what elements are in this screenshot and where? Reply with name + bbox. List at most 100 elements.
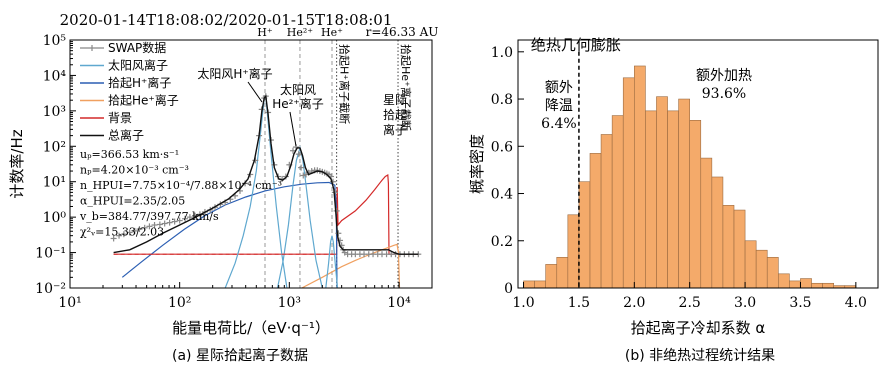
b-histogram-bar xyxy=(722,205,735,289)
b-histogram-bar xyxy=(755,249,768,289)
a-legend-label: 总离子 xyxy=(108,128,144,143)
b-histogram-bar xyxy=(800,278,812,289)
b-y-tick-label: 0.8 xyxy=(491,92,513,108)
b-y-tick-label: 1.0 xyxy=(491,45,513,61)
b-y-tick-label: 0 xyxy=(504,281,513,297)
a-annotation-text: 太阳风 xyxy=(280,82,316,97)
a-y-tick-label: 10⁻¹ xyxy=(35,246,66,262)
a-annotation-text: 拾起 xyxy=(383,107,407,122)
b-histogram-bar xyxy=(645,110,657,289)
b-left-label-line: 降温 xyxy=(545,98,573,114)
a-cutoff-label: 拾起He⁺离子截断 xyxy=(399,44,413,131)
a-annotation-text: 太阳风H⁺离子 xyxy=(197,66,272,81)
b-x-tick-label: 3.5 xyxy=(789,295,811,311)
b-histogram-bar xyxy=(678,98,690,289)
b-histogram-bar xyxy=(689,120,702,289)
b-histogram-bar xyxy=(523,280,535,289)
a-legend-label: 拾起H⁺离子 xyxy=(108,75,171,90)
a-vertical-markers: H⁺ He²⁺ He⁺ 拾起H⁺离子截断 拾起He⁺离子截断 r=46.33 AU xyxy=(257,25,438,288)
b-x-tick-label: 1.5 xyxy=(568,295,590,311)
b-histogram-bar xyxy=(578,181,591,289)
a-series-line xyxy=(325,235,339,288)
b-histogram-bar xyxy=(589,153,602,289)
a-vline-label: H⁺ xyxy=(257,26,273,39)
b-histogram-bar xyxy=(611,115,624,289)
a-x-tick-label: 10² xyxy=(168,295,191,311)
chart-b-ylabel: 概率密度 xyxy=(468,134,486,194)
a-param-text: v_b=384.77/397.77 km/s xyxy=(79,210,219,223)
b-histogram-bar xyxy=(534,280,546,289)
a-axes: 10¹ 10² 10³ 10⁴ 10⁻² 10⁻¹ 10⁰ 10¹ 10² 10³ 10⁴ 10⁵ xyxy=(35,33,411,311)
b-histogram-bar xyxy=(667,110,679,289)
a-legend-label: 太阳风离子 xyxy=(108,58,168,73)
b-histogram-bar xyxy=(556,256,569,289)
chart-a-title: 2020-01-14T18:08:02/2020-01-15T18:08:01 xyxy=(60,11,393,29)
a-annotation-text: He²⁺离子 xyxy=(272,96,324,111)
b-x-tick-label: 2.5 xyxy=(679,295,701,311)
a-x-tick-label: 10³ xyxy=(278,295,301,311)
b-histogram-bar xyxy=(778,273,790,289)
panel-b-histogram-chart: 1.0 1.5 2.0 2.5 3.0 3.5 4.0 0 0.2 0.4 0.6 0.8 1.0 绝热… xyxy=(468,36,879,364)
chart-a-xlabel: 能量电荷比/（eV·q⁻¹） xyxy=(172,319,330,337)
b-histogram-bar xyxy=(567,214,580,289)
a-annotation-text: 离子 xyxy=(383,122,407,137)
a-y-tick-label: 10⁵ xyxy=(43,33,67,49)
chart-a-caption: (a) 星际拾起离子数据 xyxy=(172,347,308,364)
b-left-label-line: 额外 xyxy=(545,80,573,96)
b-histogram-bar xyxy=(711,176,724,289)
b-axes: 1.0 1.5 2.0 2.5 3.0 3.5 4.0 0 0.2 0.4 0.6 0.8 1.0 xyxy=(491,45,867,311)
a-annotation-pointer xyxy=(247,81,263,103)
b-bars-group xyxy=(523,65,857,289)
a-y-tick-label: 10³ xyxy=(43,104,66,120)
b-histogram-bar xyxy=(700,157,713,289)
a-series-group xyxy=(110,93,422,288)
a-plot-frame xyxy=(69,39,433,289)
a-series-line xyxy=(113,94,419,255)
a-cutoff-label: 拾起H⁺离子截断 xyxy=(338,44,352,124)
b-x-tick-label: 3.0 xyxy=(734,295,756,311)
a-legend-label: 背景 xyxy=(108,111,132,125)
b-histogram-bar xyxy=(744,240,757,289)
a-y-tick-label: 10¹ xyxy=(43,175,66,191)
chart-a-ylabel: 计数率/Hz xyxy=(8,129,26,198)
b-histogram-bar xyxy=(634,65,646,289)
a-annotation-text: 星际 xyxy=(383,93,407,107)
a-parameters-block: uₚ=366.53 km·s⁻¹ nₚ=4.20×10⁻³ cm⁻³ n_HPUI=… xyxy=(79,148,282,239)
b-threshold-label: 绝热几何膨胀 xyxy=(531,36,621,54)
b-y-tick-label: 0.6 xyxy=(491,139,513,155)
a-series-line xyxy=(224,94,288,288)
b-y-tick-label: 0.2 xyxy=(491,234,513,250)
a-param-text: χ²ᵥ=15.33/2.03 xyxy=(80,226,164,239)
b-histogram-bar xyxy=(622,77,635,289)
a-series-line xyxy=(301,243,401,288)
panel-a-spectrum-chart: 2020-01-14T18:08:02/2020-01-15T18:08:01 … xyxy=(8,11,438,364)
a-param-text: n_HPUI=7.75×10⁻⁴/7.88×10⁻⁴ cm⁻³ xyxy=(80,179,282,192)
b-right-label-line: 额外加热 xyxy=(696,68,752,84)
b-x-tick-label: 1.0 xyxy=(512,295,534,311)
a-series-clip xyxy=(110,93,422,288)
b-right-label-line: 93.6% xyxy=(702,86,746,102)
b-right-label: 额外加热 93.6% xyxy=(696,68,752,102)
b-x-tick-label: 4.0 xyxy=(845,295,867,311)
a-vline-label: He⁺ xyxy=(321,26,343,39)
b-y-tick-label: 0.4 xyxy=(491,187,513,203)
b-plot-frame xyxy=(517,39,879,289)
a-legend-label: 拾起He⁺离子 xyxy=(108,93,179,108)
a-y-tick-label: 10⁻² xyxy=(35,281,66,297)
a-x-tick-label: 10⁴ xyxy=(387,295,411,311)
a-y-tick-label: 10⁰ xyxy=(43,210,67,226)
a-legend-label: SWAP数据 xyxy=(108,40,166,55)
a-distance-label: r=46.33 AU xyxy=(366,25,439,39)
b-histogram-bar xyxy=(789,280,801,289)
a-annotation-pointer xyxy=(289,111,297,147)
a-param-text: uₚ=366.53 km·s⁻¹ xyxy=(80,148,179,161)
a-y-tick-label: 10⁴ xyxy=(43,68,67,84)
a-param-text: α_HPUI=2.35/2.05 xyxy=(80,195,185,208)
b-histogram-bar xyxy=(822,282,834,289)
chart-b-caption: (b) 非绝热过程统计结果 xyxy=(625,348,775,364)
b-left-label-line: 6.4% xyxy=(541,116,577,132)
